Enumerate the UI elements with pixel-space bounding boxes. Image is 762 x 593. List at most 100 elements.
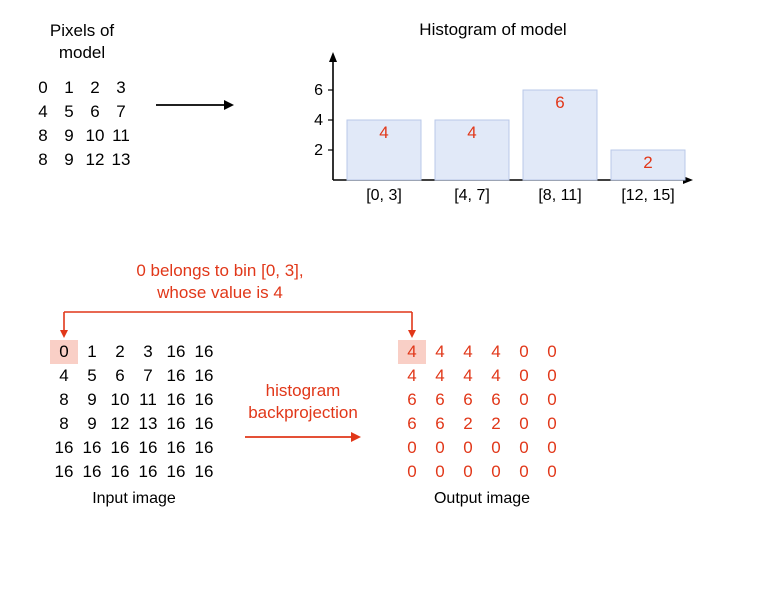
model-pixel-cell: 10 — [82, 124, 108, 148]
svg-text:4: 4 — [314, 112, 323, 129]
input-cell: 16 — [162, 436, 190, 460]
io-row: 0123161645671616891011161689121316161616… — [50, 340, 732, 508]
input-cell: 16 — [106, 460, 134, 484]
input-cell: 16 — [106, 436, 134, 460]
output-cell: 0 — [538, 412, 566, 436]
input-cell: 16 — [50, 460, 78, 484]
model-pixel-cell: 0 — [30, 76, 56, 100]
input-cell: 11 — [134, 388, 162, 412]
output-cell: 0 — [398, 460, 426, 484]
svg-text:[8, 11]: [8, 11] — [538, 187, 581, 204]
annotation-line1: 0 belongs to bin [0, 3], — [136, 261, 303, 280]
annotation-text: 0 belongs to bin [0, 3], whose value is … — [90, 260, 350, 304]
model-pixels-block: Pixels of model 01234567891011891213 — [30, 20, 134, 172]
model-pixel-cell: 5 — [56, 100, 82, 124]
model-pixel-cell: 9 — [56, 124, 82, 148]
input-cell: 16 — [50, 436, 78, 460]
output-cell: 0 — [398, 436, 426, 460]
svg-text:2: 2 — [314, 142, 323, 159]
input-cell: 16 — [190, 436, 218, 460]
model-pixel-cell: 1 — [56, 76, 82, 100]
input-caption: Input image — [50, 490, 218, 508]
output-cell: 6 — [482, 388, 510, 412]
input-cell: 7 — [134, 364, 162, 388]
output-cell: 6 — [426, 388, 454, 412]
model-pixel-cell: 6 — [82, 100, 108, 124]
output-cell: 4 — [454, 340, 482, 364]
output-cell: 6 — [426, 412, 454, 436]
model-pixel-cell: 4 — [30, 100, 56, 124]
annotation-line2: whose value is 4 — [157, 283, 283, 302]
model-title-line1: Pixels of — [50, 21, 114, 40]
output-cell: 0 — [510, 412, 538, 436]
output-cell: 0 — [454, 436, 482, 460]
output-cell: 0 — [538, 364, 566, 388]
input-cell: 0 — [50, 340, 78, 364]
model-pixel-cell: 12 — [82, 148, 108, 172]
output-cell: 4 — [426, 340, 454, 364]
backprojection-label-block: histogram backprojection — [228, 380, 378, 446]
input-cell: 16 — [162, 412, 190, 436]
output-cell: 4 — [482, 340, 510, 364]
input-cell: 16 — [162, 340, 190, 364]
output-cell: 0 — [510, 340, 538, 364]
output-cell: 4 — [454, 364, 482, 388]
output-cell: 0 — [538, 436, 566, 460]
output-cell: 4 — [398, 340, 426, 364]
input-cell: 16 — [162, 364, 190, 388]
input-cell: 16 — [190, 412, 218, 436]
model-pixel-grid: 01234567891011891213 — [30, 76, 134, 172]
backproj-label: histogram backprojection — [248, 380, 358, 424]
model-pixel-cell: 8 — [30, 124, 56, 148]
output-cell: 4 — [398, 364, 426, 388]
output-cell: 2 — [454, 412, 482, 436]
input-cell: 2 — [106, 340, 134, 364]
output-cell: 0 — [510, 388, 538, 412]
output-cell: 0 — [510, 436, 538, 460]
bottom-section: 0 belongs to bin [0, 3], whose value is … — [30, 260, 732, 508]
model-title-line2: model — [59, 43, 105, 62]
histogram-area: Histogram of model 2464[0, 3]4[4, 7]6[8,… — [254, 20, 732, 210]
histogram-title: Histogram of model — [419, 20, 566, 40]
model-pixel-cell: 7 — [108, 100, 134, 124]
output-cell: 0 — [538, 388, 566, 412]
input-cell: 16 — [78, 436, 106, 460]
svg-text:2: 2 — [643, 153, 652, 172]
input-cell: 16 — [78, 460, 106, 484]
output-cell: 0 — [482, 460, 510, 484]
arrow-right-icon — [154, 95, 234, 115]
arrow-to-histogram — [154, 95, 234, 120]
output-image-grid: 444400444400666600662200000000000000 — [398, 340, 566, 484]
input-cell: 6 — [106, 364, 134, 388]
input-cell: 16 — [134, 460, 162, 484]
backproj-line1: histogram — [266, 381, 341, 400]
output-cell: 0 — [538, 340, 566, 364]
output-cell: 2 — [482, 412, 510, 436]
model-pixel-cell: 8 — [30, 148, 56, 172]
input-cell: 9 — [78, 388, 106, 412]
input-cell: 16 — [190, 460, 218, 484]
output-cell: 0 — [510, 364, 538, 388]
svg-text:[12, 15]: [12, 15] — [621, 187, 674, 204]
svg-text:[0, 3]: [0, 3] — [366, 187, 402, 204]
input-cell: 10 — [106, 388, 134, 412]
input-cell: 16 — [190, 364, 218, 388]
output-cell: 0 — [426, 460, 454, 484]
output-caption: Output image — [398, 490, 566, 508]
output-cell: 6 — [398, 388, 426, 412]
histogram-chart: 2464[0, 3]4[4, 7]6[8, 11]2[12, 15] — [293, 50, 693, 210]
input-cell: 16 — [190, 388, 218, 412]
input-cell: 4 — [50, 364, 78, 388]
svg-text:4: 4 — [467, 123, 476, 142]
output-cell: 4 — [426, 364, 454, 388]
model-pixel-cell: 11 — [108, 124, 134, 148]
input-cell: 1 — [78, 340, 106, 364]
top-section: Pixels of model 01234567891011891213 His… — [30, 20, 732, 210]
svg-text:6: 6 — [314, 82, 323, 99]
model-pixel-cell: 9 — [56, 148, 82, 172]
input-cell: 16 — [190, 340, 218, 364]
output-cell: 4 — [482, 364, 510, 388]
input-image-grid: 0123161645671616891011161689121316161616… — [50, 340, 218, 484]
svg-text:[4, 7]: [4, 7] — [454, 187, 490, 204]
output-cell: 0 — [538, 460, 566, 484]
